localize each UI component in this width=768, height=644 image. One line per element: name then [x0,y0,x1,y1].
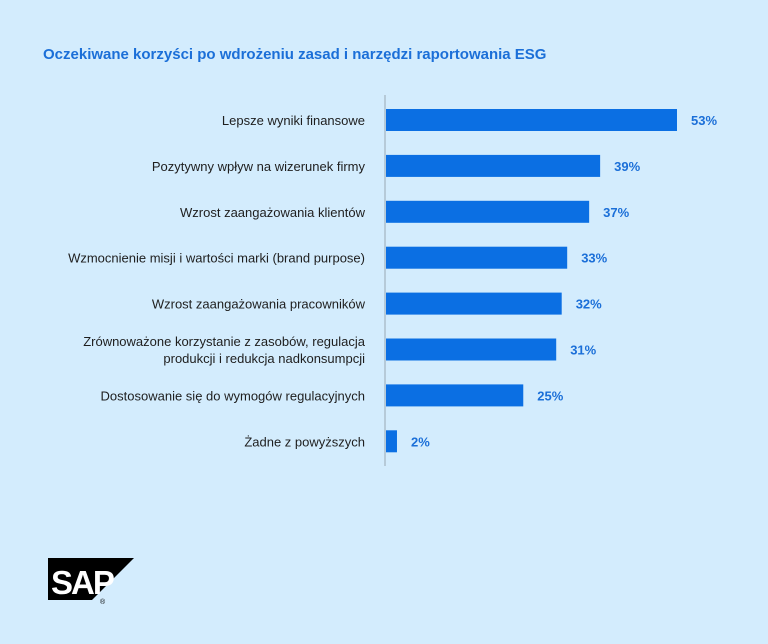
data-label: 33% [581,251,607,266]
bar [386,292,562,315]
data-label: 25% [537,388,563,403]
category-label: Wzmocnienie misji i wartości marki (bran… [68,251,365,266]
chart-title: Oczekiwane korzyści po wdrożeniu zasad i… [43,46,547,63]
bar [386,154,601,177]
category-label: Wzrost zaangażowania klientów [180,205,366,220]
data-label: 53% [691,113,717,128]
category-label: Lepsze wyniki finansowe [222,113,365,128]
category-label: Żadne z powyższych [244,434,365,449]
bar [386,109,677,131]
data-label: 32% [576,297,602,312]
category-label: Pozytywny wpływ na wizerunek firmy [152,159,366,174]
data-label: 2% [411,434,430,449]
data-label: 39% [614,159,640,174]
bar [386,384,524,407]
category-label: produkcji i redukcja nadkonsumpcji [163,351,365,366]
data-label: 37% [603,205,629,220]
bar [386,200,590,223]
bar [386,430,397,453]
data-label: 31% [570,343,596,358]
category-label: Wzrost zaangażowania pracowników [152,297,366,312]
bar [386,246,568,269]
category-label: Dostosowanie się do wymogów regulacyjnyc… [101,388,365,403]
bar [386,338,557,361]
category-label: Zrównoważone korzystanie z zasobów, regu… [83,334,366,349]
